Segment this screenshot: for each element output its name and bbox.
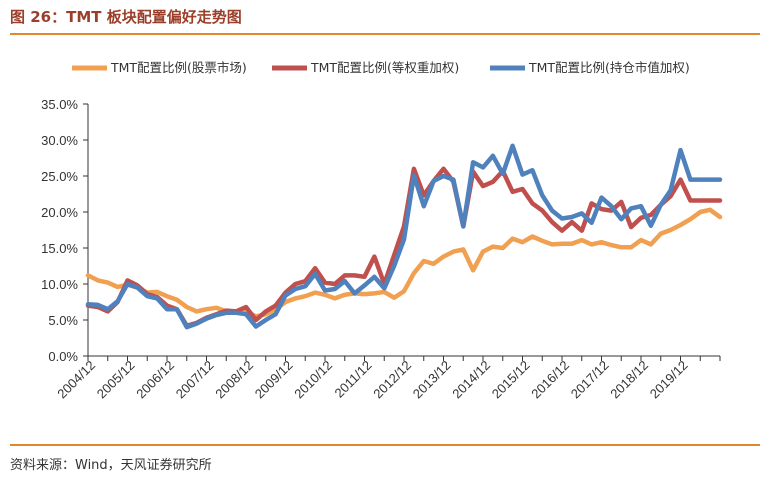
x-tick-label: 2017/12 [568,358,612,402]
y-tick-label: 25.0% [41,169,78,184]
source-rule [10,444,760,446]
x-tick-label: 2006/12 [133,358,177,402]
x-tick-label: 2013/12 [410,358,454,402]
series-layer [85,143,723,330]
x-tick-label: 2012/12 [370,358,414,402]
y-tick-label: 5.0% [48,313,78,328]
y-tick-label: 15.0% [41,241,78,256]
y-tick-label: 35.0% [41,97,78,112]
x-tick-label: 2016/12 [528,358,572,402]
series-line-market [85,207,723,319]
legend: TMT配置比例(股票市场) TMT配置比例(等权重加权) TMT配置比例(持仓市… [72,60,690,75]
y-tick-label: 30.0% [41,133,78,148]
legend-label-holding: TMT配置比例(持仓市值加权) [528,60,690,75]
x-tick-label: 2004/12 [54,358,98,402]
y-tick-label: 10.0% [41,277,78,292]
line-chart: TMT配置比例(股票市场) TMT配置比例(等权重加权) TMT配置比例(持仓市… [41,60,723,402]
x-tick-label: 2009/12 [252,358,296,402]
y-tick-label: 0.0% [48,349,78,364]
series-line-holding [85,143,723,330]
x-tick-label: 2010/12 [291,358,335,402]
legend-label-market: TMT配置比例(股票市场) [110,60,247,75]
legend-label-equal: TMT配置比例(等权重加权) [310,60,459,75]
x-tick-label: 2008/12 [212,358,256,402]
x-tick-label: 2007/12 [173,358,217,402]
x-tick-label: 2011/12 [331,358,374,401]
chart-title: 图 26：TMT 板块配置偏好走势图 [10,8,242,26]
y-tick-label: 20.0% [41,205,78,220]
x-tick-label: 2015/12 [489,358,533,402]
x-tick-label: 2014/12 [449,358,493,402]
y-axis: 0.0% 5.0% 10.0% 15.0% 20.0% 25.0% 30.0% 35.0% [41,97,89,364]
x-tick-label: 2018/12 [607,358,651,402]
x-tick-label: 2005/12 [94,358,138,402]
source-note: 资料来源：Wind，天风证券研究所 [10,458,212,473]
x-tick-label: 2019/12 [647,358,691,402]
x-axis: 2004/122005/122006/122007/122008/122009/… [54,355,721,402]
title-rule [10,33,760,35]
